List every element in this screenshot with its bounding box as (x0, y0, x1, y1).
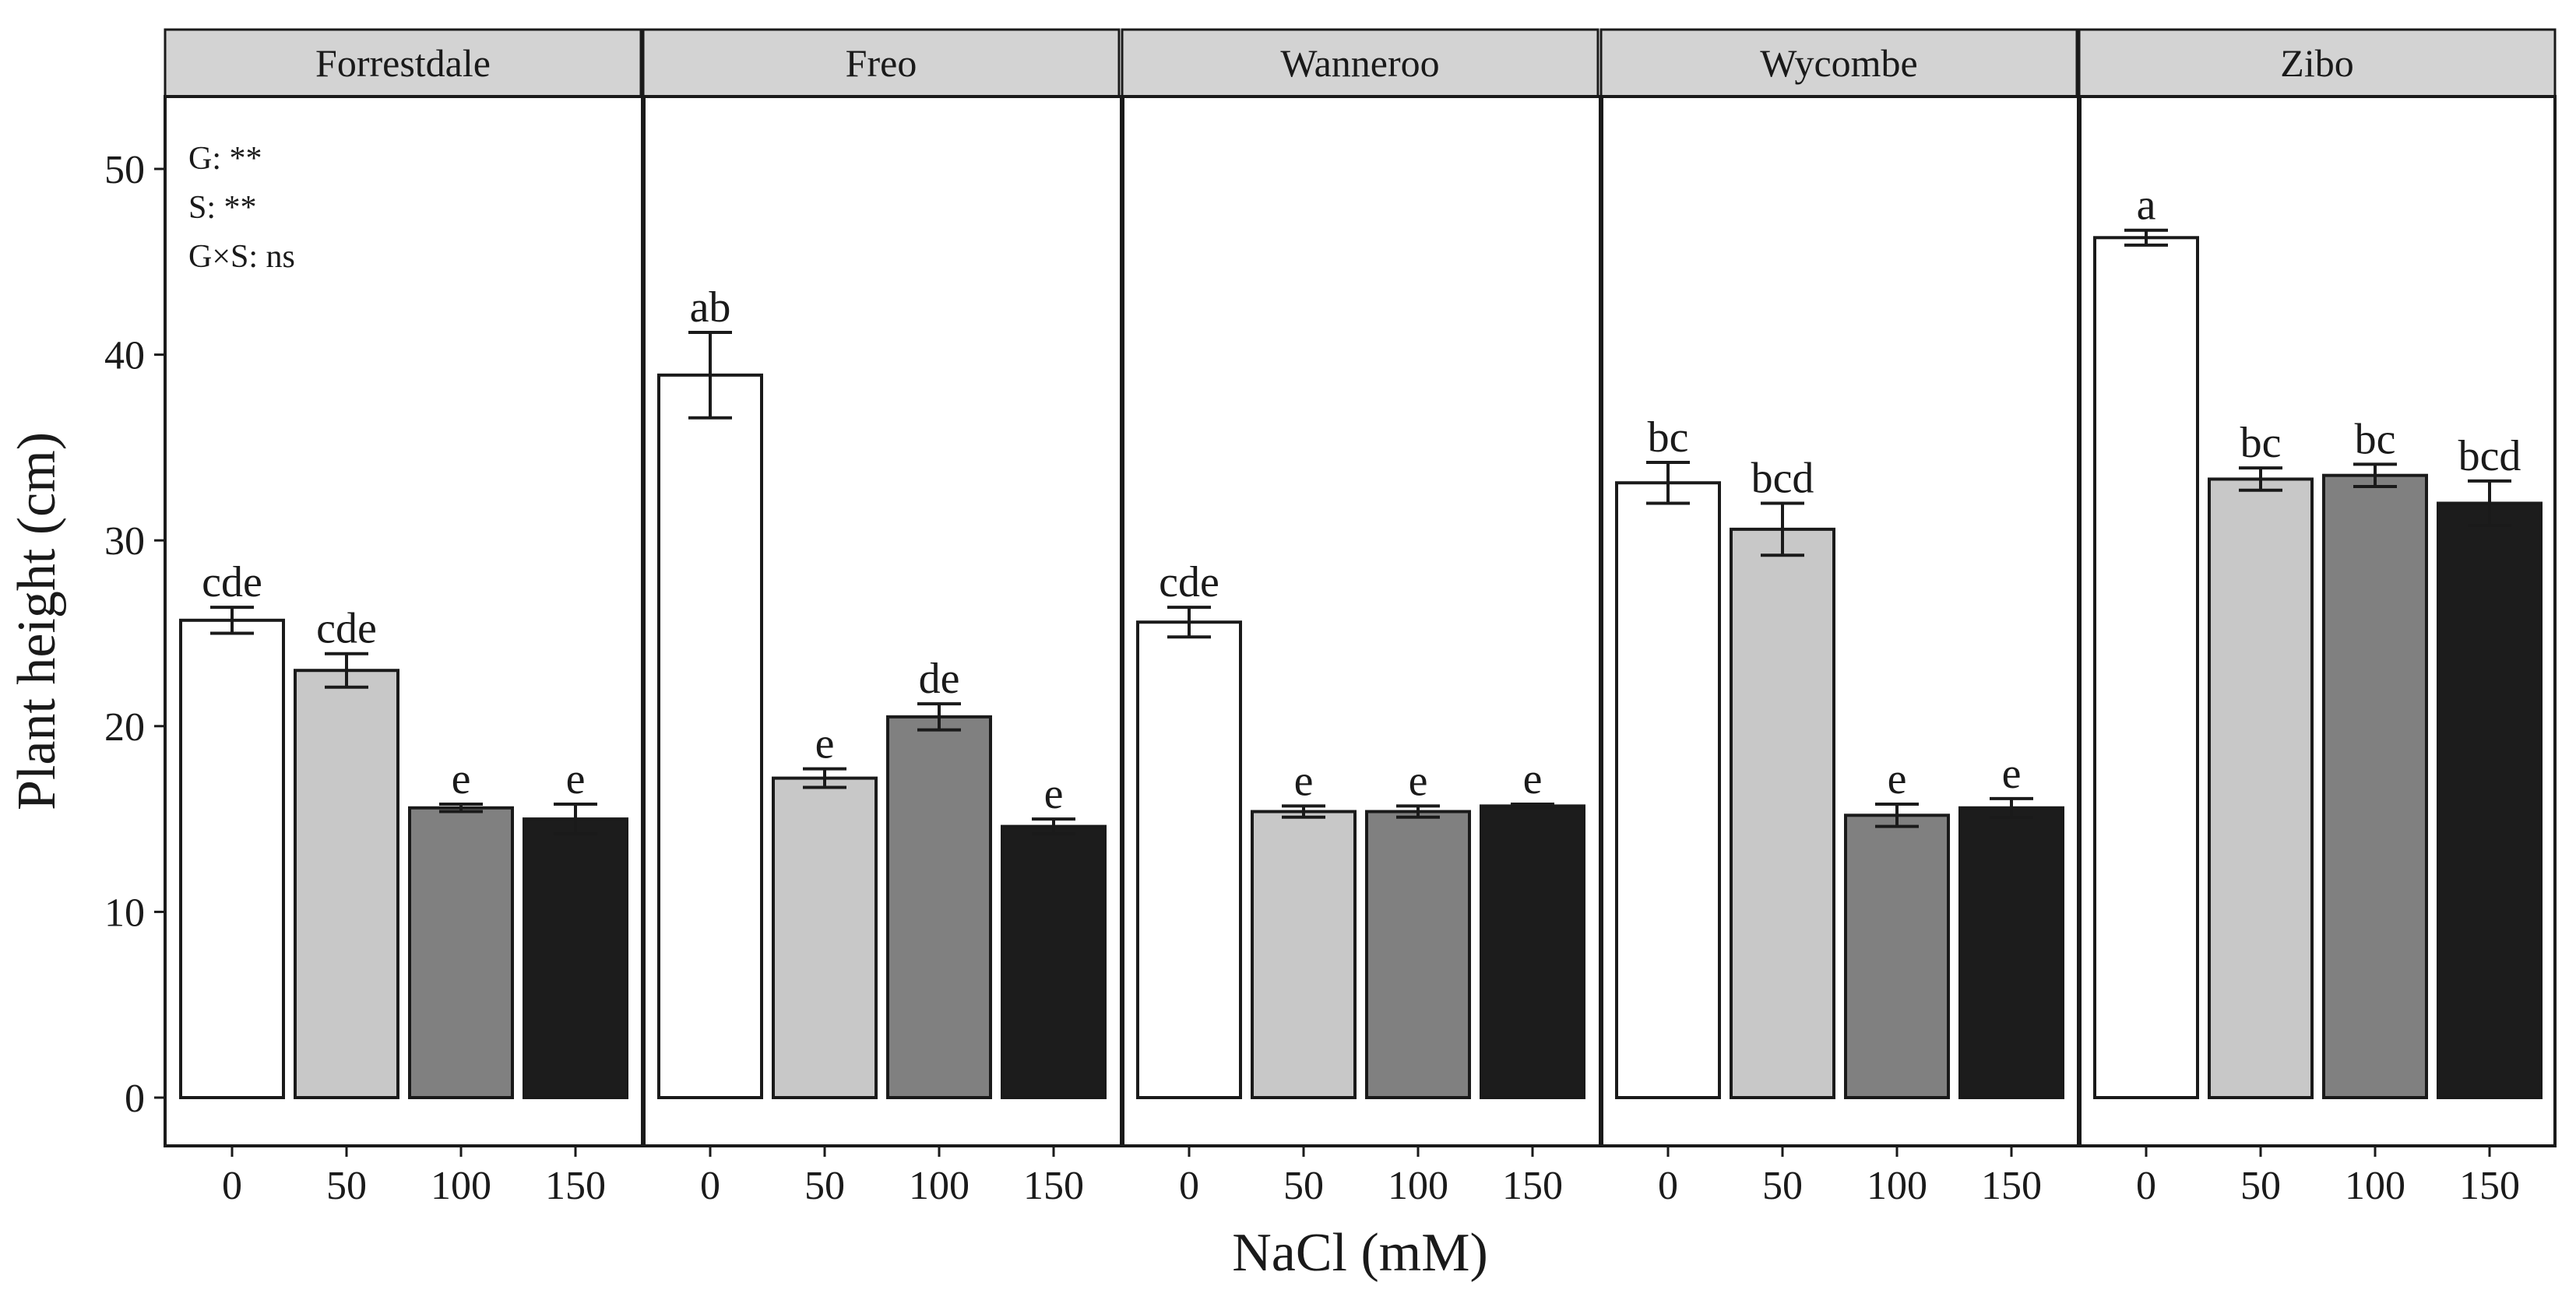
bar (886, 715, 992, 1099)
bar (523, 817, 628, 1099)
x-tick-label: 150 (2459, 1164, 2520, 1208)
significance-label: bc (1648, 413, 1689, 462)
x-tick-label: 100 (909, 1164, 970, 1208)
y-axis-title: Plant height (cm) (7, 432, 67, 810)
significance-label: e (1044, 770, 1064, 818)
bar (1251, 810, 1357, 1100)
x-tick-label: 50 (2240, 1164, 2281, 1208)
significance-label: e (815, 720, 835, 768)
significance-label: cde (316, 605, 377, 653)
significance-label: bcd (2458, 432, 2521, 480)
stats-annotation: G: ** (188, 141, 262, 177)
y-tick-label: 10 (104, 891, 145, 935)
bar (1844, 813, 1950, 1099)
y-tick-label: 0 (125, 1077, 145, 1121)
bar (1136, 620, 1242, 1099)
bar (2322, 473, 2428, 1099)
x-tick-label: 100 (2345, 1164, 2405, 1208)
bar (2093, 236, 2199, 1100)
significance-label: e (452, 755, 471, 803)
panel-strip-label: Freo (846, 41, 917, 85)
significance-label: bc (2355, 415, 2396, 463)
significance-label: bc (2240, 419, 2282, 467)
significance-label: e (1888, 755, 1907, 803)
x-tick-label: 50 (804, 1164, 845, 1208)
bar (179, 618, 285, 1099)
bar (1615, 481, 1721, 1099)
y-tick-label: 30 (104, 519, 145, 564)
panel-strip-label: Forrestdale (315, 41, 491, 85)
x-tick-label: 50 (1762, 1164, 1803, 1208)
x-tick-label: 0 (1179, 1164, 1199, 1208)
panel-strip-label: Zibo (2280, 41, 2353, 85)
plot-frame (164, 95, 2557, 1147)
bar (1958, 806, 2064, 1100)
significance-label: e (2002, 750, 2022, 798)
significance-label: e (1294, 757, 1314, 805)
x-tick-label: 0 (2136, 1164, 2156, 1208)
bar (408, 806, 514, 1100)
significance-label: de (919, 655, 960, 703)
x-tick-label: 150 (1023, 1164, 1084, 1208)
x-tick-label: 0 (1658, 1164, 1678, 1208)
x-tick-label: 150 (545, 1164, 606, 1208)
y-tick-label: 20 (104, 705, 145, 750)
bar (2208, 477, 2314, 1099)
y-tick-label: 50 (104, 148, 145, 192)
bar (1365, 810, 1471, 1100)
stats-annotation: S: ** (188, 190, 257, 226)
panel-strip-label: Wanneroo (1280, 41, 1439, 85)
x-tick-label: 150 (1981, 1164, 2042, 1208)
x-tick-label: 100 (431, 1164, 491, 1208)
x-tick-label: 100 (1388, 1164, 1448, 1208)
bar (657, 373, 763, 1099)
panel-strip (1599, 28, 2078, 98)
x-axis-title: NaCl (mM) (1232, 1223, 1488, 1283)
panel-strip-label: Wycombe (1760, 41, 1917, 85)
panel-strip (1121, 28, 1599, 98)
bar (1480, 804, 1585, 1099)
significance-label: ab (690, 283, 731, 332)
x-tick-label: 100 (1867, 1164, 1927, 1208)
bar (294, 669, 399, 1099)
significance-label: bcd (1751, 454, 1814, 502)
bar (1001, 824, 1107, 1100)
x-tick-label: 0 (700, 1164, 720, 1208)
x-tick-label: 0 (222, 1164, 242, 1208)
bar (1730, 527, 1835, 1099)
significance-label: e (566, 755, 586, 803)
significance-label: e (1409, 757, 1428, 805)
x-tick-label: 150 (1502, 1164, 1563, 1208)
stats-annotation: G×S: ns (188, 239, 295, 275)
significance-label: e (1523, 755, 1543, 803)
significance-label: cde (202, 558, 262, 606)
x-tick-label: 50 (1283, 1164, 1324, 1208)
bar (772, 776, 878, 1099)
bar (2437, 501, 2543, 1099)
significance-label: a (2137, 181, 2156, 230)
panel-strip (2078, 28, 2557, 98)
y-tick-label: 40 (104, 334, 145, 378)
x-tick-label: 50 (326, 1164, 367, 1208)
significance-label: cde (1159, 558, 1219, 606)
